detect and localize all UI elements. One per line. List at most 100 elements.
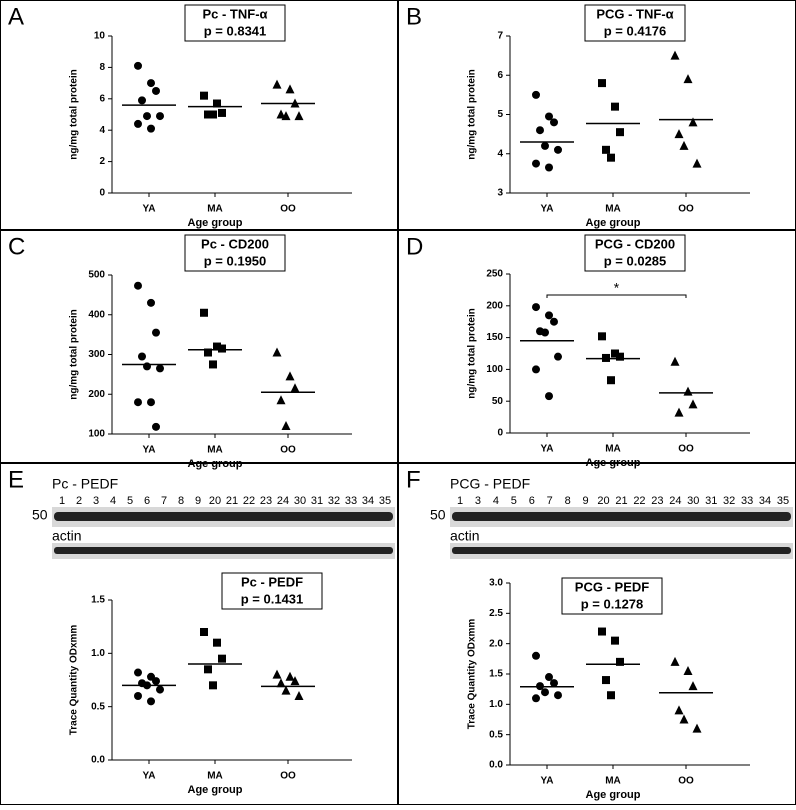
title-box [561, 577, 663, 615]
data-point [598, 79, 606, 88]
y-tick-label: 400 [88, 309, 105, 320]
chart-title: Pc - TNF-α [202, 6, 267, 21]
lane-label: 1 [457, 495, 463, 507]
data-point [218, 344, 226, 353]
data-point [281, 421, 291, 431]
blot-band [452, 512, 791, 521]
y-tick-label: 0.5 [91, 701, 105, 712]
data-point [536, 126, 544, 135]
data-point [285, 84, 295, 94]
data-point [541, 141, 549, 150]
data-point [554, 145, 562, 154]
lane-label: 9 [583, 495, 589, 507]
x-tick-label: MA [605, 204, 621, 215]
loading-label: actin [52, 528, 82, 544]
data-point [554, 691, 562, 700]
y-axis-label: ng/mg total protein [467, 308, 478, 399]
y-tick-label: 2.5 [489, 608, 503, 619]
data-point [134, 398, 142, 407]
data-point [674, 129, 684, 139]
x-tick-label: OO [678, 776, 694, 787]
data-point [147, 398, 155, 407]
lane-label: 32 [723, 495, 735, 507]
data-point [276, 395, 286, 405]
actin-band [54, 547, 393, 554]
lane-label: 8 [565, 495, 571, 507]
x-tick-label: MA [207, 204, 223, 215]
data-point [138, 352, 146, 361]
data-point [545, 311, 553, 320]
x-axis-label: Age group [586, 457, 641, 469]
blot-label: PCG - PEDF [450, 476, 530, 492]
data-point [152, 328, 160, 337]
data-point [674, 705, 684, 715]
y-axis-label: ng/mg total protein [467, 69, 478, 160]
panel: C Pc - CD200 p = 0.1950 100 200 300 400 500 ng/m… [0, 230, 398, 470]
data-point [204, 665, 212, 674]
data-point [679, 140, 689, 150]
significance-bracket [546, 294, 687, 298]
data-point [209, 110, 217, 119]
data-point [134, 119, 142, 128]
y-tick-label: 0 [497, 428, 503, 439]
lane-label: 30 [294, 495, 306, 507]
data-point [545, 112, 553, 121]
data-point [545, 392, 553, 401]
data-point [602, 145, 610, 154]
x-axis-label: Age group [188, 217, 243, 229]
x-tick-label: MA [605, 444, 621, 455]
panel-letter: B [406, 3, 422, 30]
data-point [545, 673, 553, 682]
data-point [532, 303, 540, 312]
data-point [200, 91, 208, 100]
panel: D PCG - CD200 p = 0.0285 0 50 100 150 200 250 ng/… [398, 230, 796, 469]
y-tick-label: 300 [88, 349, 105, 360]
data-point [692, 723, 702, 733]
y-tick-label: 2.0 [489, 638, 503, 649]
data-point [272, 669, 282, 679]
lane-label: 20 [597, 495, 609, 507]
data-point [598, 332, 606, 341]
data-point [200, 308, 208, 317]
panel: B PCG - TNF-α p = 0.4176 3 4 5 6 7 ng/mg total p… [398, 0, 796, 230]
y-axis-label: Trace Quantity ODxmm [69, 625, 80, 736]
lane-label: 23 [651, 495, 663, 507]
data-point [134, 281, 142, 290]
significance-label: * [614, 280, 620, 296]
data-point [683, 386, 693, 396]
data-point [692, 158, 702, 168]
data-point [532, 694, 540, 703]
data-point [276, 109, 286, 119]
data-point [156, 112, 164, 121]
data-point [285, 371, 295, 381]
data-point [152, 86, 160, 95]
data-point [688, 399, 698, 409]
x-tick-label: MA [605, 776, 621, 787]
data-point [294, 691, 304, 700]
lane-label: 3 [93, 495, 99, 507]
data-point [276, 678, 286, 688]
chart-subtitle: p = 0.8341 [204, 23, 267, 38]
y-tick-label: 100 [486, 364, 503, 375]
data-point [156, 364, 164, 373]
data-point [607, 153, 615, 162]
data-point [550, 317, 558, 326]
y-axis-label: ng/mg total protein [69, 69, 80, 160]
data-point [134, 61, 142, 70]
lane-label: 31 [705, 495, 717, 507]
panel-letter: A [8, 3, 24, 30]
y-tick-label: 1.5 [489, 669, 503, 680]
data-point [272, 347, 282, 357]
y-axis-label: ng/mg total protein [69, 309, 80, 400]
x-tick-label: YA [143, 204, 156, 215]
y-tick-label: 200 [88, 389, 105, 400]
y-tick-label: 3.0 [489, 578, 503, 589]
x-tick-label: YA [541, 776, 554, 787]
chart-subtitle: p = 0.0285 [604, 253, 667, 268]
y-tick-label: 250 [486, 269, 503, 280]
actin-band [452, 547, 791, 554]
data-point [147, 298, 155, 307]
